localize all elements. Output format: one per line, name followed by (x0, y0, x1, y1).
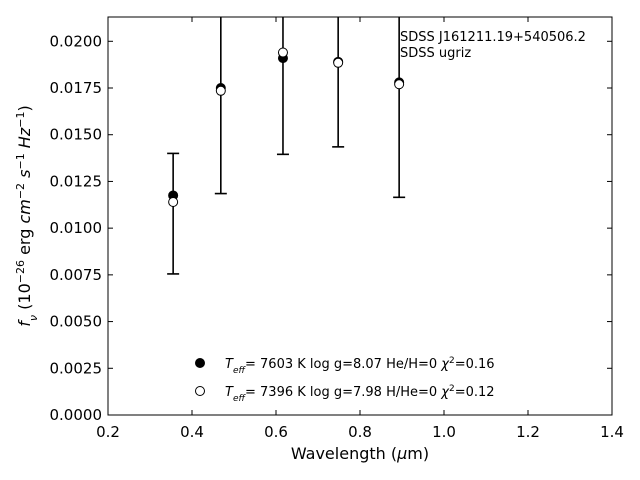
marker-open-point (215, 85, 226, 96)
x-tick-label: 0.8 (348, 423, 372, 441)
error-bars (167, 17, 406, 275)
y-tick-label: 0.0050 (50, 313, 103, 331)
marker-open-point (333, 57, 344, 68)
y-tick-label: 0.0000 (50, 406, 103, 424)
legend-marker-filled (195, 358, 205, 368)
y-axis-ticks: 0.0000 0.0025 0.0050 0.0075 0.0100 0.0125 0.01… (50, 32, 612, 424)
legend-entry-hydrogen-model: Teff= 7603 K log g=8.07 He/H=0 χ2=0.16 (225, 356, 495, 376)
x-tick-label: 1.4 (600, 423, 624, 441)
x-tick-label: 0.2 (96, 423, 120, 441)
data-markers (168, 47, 405, 207)
x-tick-label: 1.2 (516, 423, 540, 441)
y-tick-label: 0.0150 (50, 126, 103, 144)
y-tick-label: 0.0025 (50, 359, 103, 377)
y-tick-label: 0.0200 (50, 32, 103, 50)
x-tick-label: 1.0 (432, 423, 456, 441)
y-tick-label: 0.0175 (50, 79, 103, 97)
plot-frame (107, 16, 613, 416)
annotation-filter-set: SDSS ugriz (400, 46, 471, 61)
y-axis-label: fν (10−26 erg cm−2 s−1 Hz−1) (14, 105, 40, 326)
y-tick-label: 0.0125 (50, 172, 103, 190)
y-tick-label: 0.0100 (50, 219, 103, 237)
x-tick-label: 0.6 (264, 423, 288, 441)
y-tick-label: 0.0075 (50, 266, 103, 284)
annotation-object-name: SDSS J161211.19+540506.2 (400, 30, 586, 45)
x-tick-label: 0.4 (180, 423, 204, 441)
x-axis-label: Wavelength (μm) (291, 444, 429, 463)
marker-open-point (168, 196, 179, 207)
marker-open-point (277, 47, 288, 58)
x-axis-ticks: 0.2 0.4 0.6 0.8 1.0 1.2 1.4 (96, 17, 624, 441)
legend: Teff= 7603 K log g=8.07 He/H=0 χ2=0.16 T… (195, 356, 495, 404)
legend-marker-open (195, 386, 205, 396)
legend-entry-helium-model: Teff= 7396 K log g=7.98 H/He=0 χ2=0.12 (225, 384, 495, 404)
marker-open-point (394, 79, 405, 90)
